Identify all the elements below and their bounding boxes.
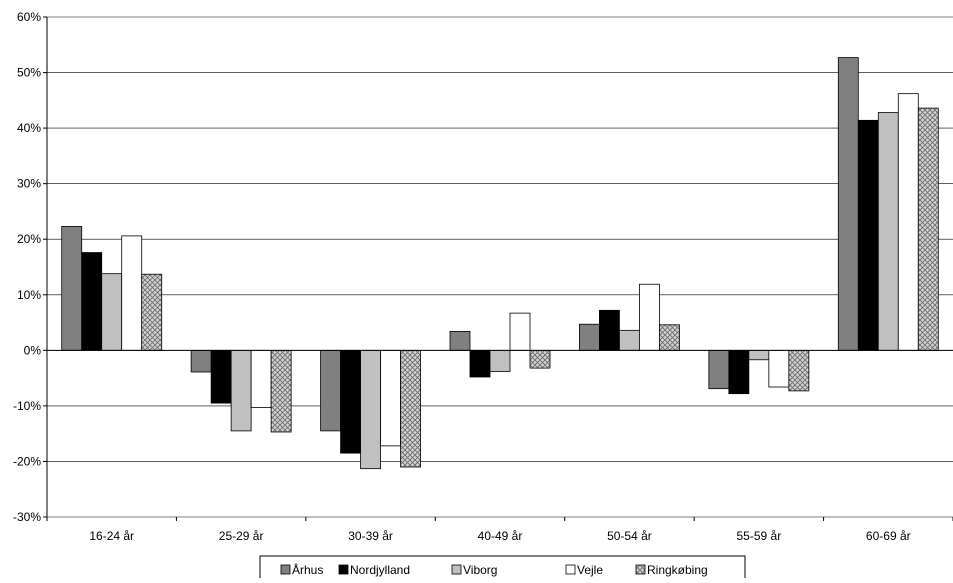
bar (659, 324, 680, 351)
bar (579, 323, 600, 351)
y-tick-label: 40% (17, 121, 41, 135)
bar (210, 349, 232, 404)
y-tick-label: 0% (24, 343, 42, 357)
y-axis-ticks: 60% 50% 40% 30% 20% 10% 0% -10% -20% -30% (13, 10, 47, 524)
x-tick-label: 25-29 år (219, 529, 264, 543)
bar (380, 349, 401, 447)
bar (449, 331, 471, 351)
bar (708, 349, 730, 390)
bar (230, 349, 252, 432)
x-tick-label: 30-39 år (348, 529, 393, 543)
bar (81, 252, 103, 351)
legend-swatch (635, 564, 646, 575)
bar (360, 349, 381, 470)
legend-swatch (451, 564, 462, 575)
bar (639, 283, 660, 351)
bars (61, 57, 939, 470)
bar (857, 119, 879, 351)
bar (599, 309, 620, 351)
bar (190, 349, 212, 373)
bar (61, 226, 83, 351)
y-tick-label: -30% (13, 510, 41, 524)
y-tick-label: -20% (13, 454, 41, 468)
y-tick-label: 30% (17, 177, 41, 191)
bar (897, 93, 919, 351)
bar (121, 235, 143, 351)
bar (101, 273, 123, 351)
legend-label: Århus (292, 562, 323, 577)
legend: Århus Nordjylland Viborg Vejle Ringkøbing (259, 555, 746, 583)
bar (469, 349, 491, 378)
bar (141, 273, 163, 351)
bar (270, 349, 292, 433)
legend-swatch (280, 564, 291, 575)
bar (400, 349, 421, 468)
bar (788, 349, 810, 392)
legend-swatch (338, 564, 349, 575)
bar (509, 312, 531, 351)
legend-swatch (565, 564, 576, 575)
bar (619, 329, 640, 351)
bar (837, 57, 859, 351)
x-tick-label: 16-24 år (89, 529, 134, 543)
x-axis-ticks: 16-24 år 25-29 år 30-39 år 40-49 år 50-54 år… (46, 517, 953, 543)
y-tick-label: 60% (17, 10, 41, 24)
bar (489, 349, 511, 372)
legend-label: Nordjylland (350, 563, 410, 577)
gridlines (47, 16, 953, 518)
bar (728, 349, 750, 395)
x-tick-label: 55-59 år (737, 529, 782, 543)
y-tick-label: 10% (17, 288, 41, 302)
bar (748, 349, 770, 361)
bar (768, 349, 790, 388)
bar (877, 112, 899, 351)
y-tick-label: 50% (17, 66, 41, 80)
y-tick-label: 20% (17, 232, 41, 246)
x-tick-label: 40-49 år (478, 529, 523, 543)
legend-label: Viborg (463, 563, 497, 577)
bar (340, 349, 361, 454)
axes (46, 17, 953, 517)
y-tick-label: -10% (13, 399, 41, 413)
bar (320, 349, 341, 432)
bar (250, 349, 272, 408)
x-tick-label: 60-69 år (866, 529, 911, 543)
legend-label: Vejle (577, 563, 603, 577)
bar (529, 349, 551, 369)
bar (917, 107, 939, 351)
x-tick-label: 50-54 år (607, 529, 652, 543)
legend-label: Ringkøbing (647, 563, 708, 577)
